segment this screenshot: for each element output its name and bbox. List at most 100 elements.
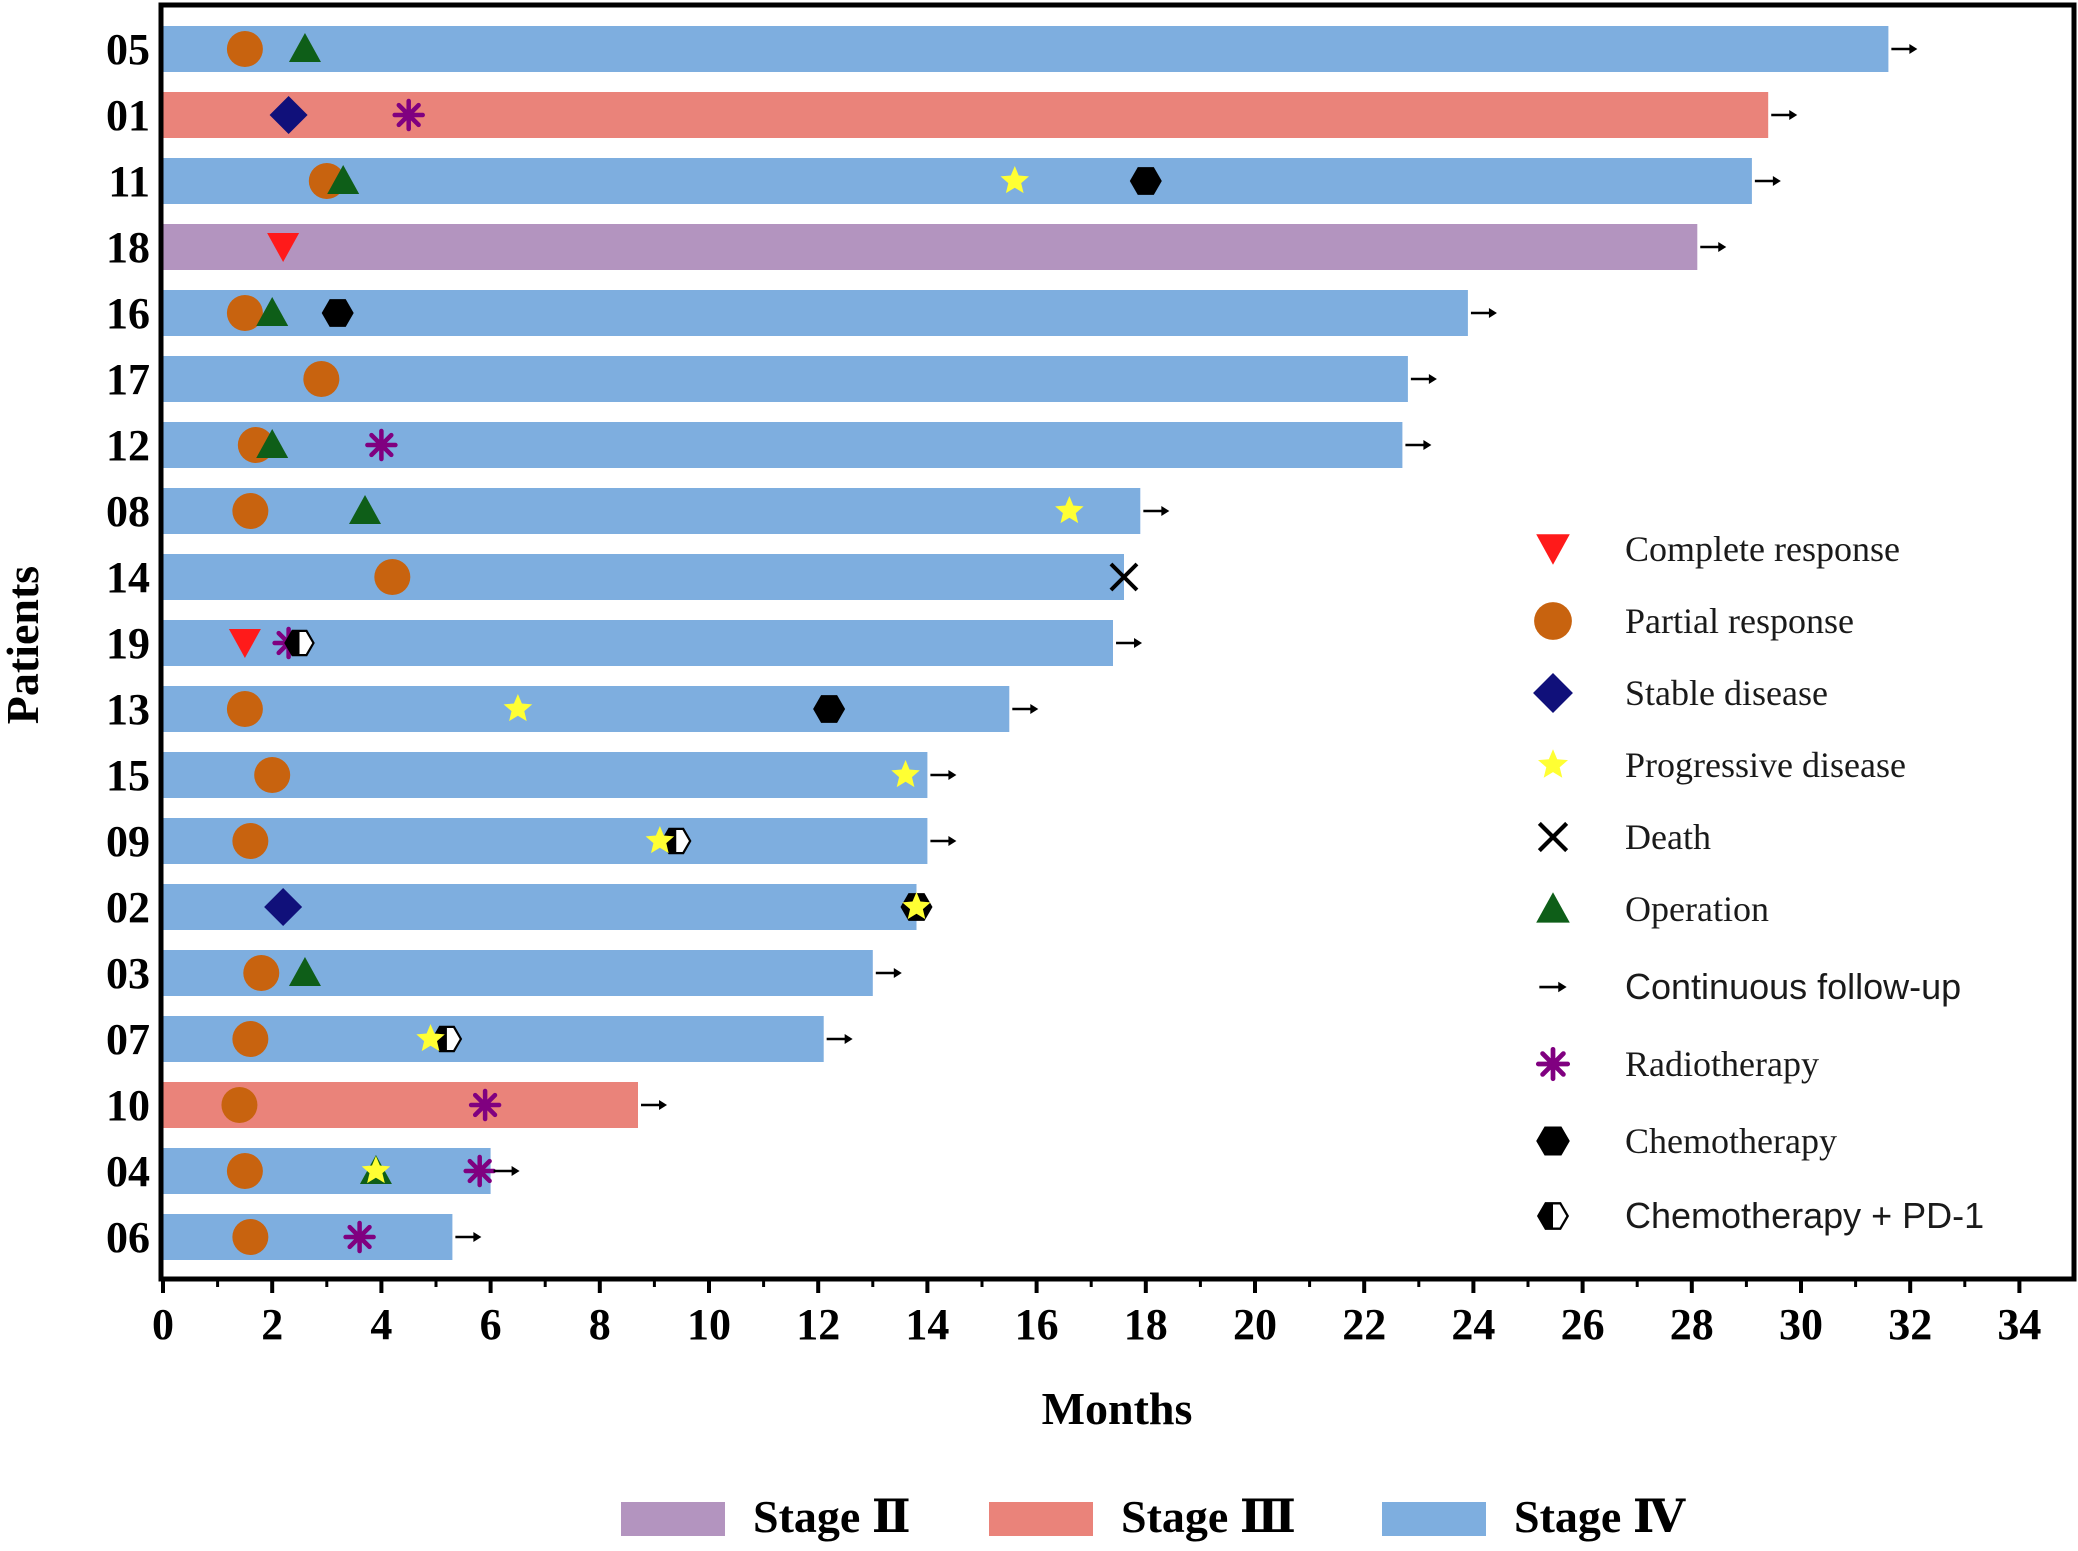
asterisk-core bbox=[474, 1166, 485, 1176]
marker-progressive-disease-patient-02 bbox=[902, 892, 931, 920]
triangle-up-shape bbox=[288, 33, 321, 62]
star-shape bbox=[503, 694, 533, 722]
marker-radiotherapy-patient-10 bbox=[468, 1088, 502, 1122]
arrow-head bbox=[473, 1232, 482, 1242]
arrow-follow-up-patient-11 bbox=[1754, 176, 1781, 186]
arrow-head bbox=[1718, 242, 1727, 252]
patient-bars bbox=[163, 26, 1889, 1260]
legend-symbol-chemotherapy bbox=[1536, 1126, 1570, 1156]
star-shape bbox=[361, 1156, 391, 1184]
circle-shape bbox=[374, 559, 411, 595]
stage-swatch bbox=[989, 1502, 1093, 1536]
asterisk-core bbox=[480, 1100, 491, 1110]
arrow-head bbox=[1134, 638, 1143, 648]
legend-label: Stable disease bbox=[1625, 673, 1828, 713]
legend-symbol-progressive-disease bbox=[1538, 749, 1568, 778]
legend-item-progressive-disease: Progressive disease bbox=[1538, 745, 1906, 785]
x-tick-label: 26 bbox=[1561, 1300, 1605, 1349]
legend-item-partial-response: Partial response bbox=[1534, 601, 1854, 641]
x-tick-label: 16 bbox=[1015, 1300, 1059, 1349]
legend-label: Progressive disease bbox=[1625, 745, 1906, 785]
cross-shape bbox=[1109, 562, 1139, 592]
circle-shape bbox=[232, 1219, 269, 1255]
marker-progressive-disease-patient-04 bbox=[361, 1156, 391, 1184]
arrow-head bbox=[1161, 506, 1170, 516]
arrow-follow-up-patient-08 bbox=[1143, 506, 1170, 516]
bar-patient-16 bbox=[163, 290, 1468, 336]
legend-item-chemotherapy: Chemotherapy bbox=[1536, 1121, 1837, 1161]
marker-partial-response-patient-16 bbox=[226, 295, 263, 331]
arrow-follow-up-patient-07 bbox=[826, 1034, 853, 1044]
x-tick-label: 6 bbox=[480, 1300, 502, 1349]
marker-operation-patient-16 bbox=[256, 297, 289, 326]
x-tick-label: 34 bbox=[1997, 1300, 2041, 1349]
bar-patient-07 bbox=[163, 1016, 824, 1062]
arrow-follow-up-patient-15 bbox=[930, 770, 957, 780]
arrow-follow-up-patient-18 bbox=[1700, 242, 1727, 252]
marker-progressive-disease-patient-11 bbox=[1000, 166, 1029, 194]
marker-partial-response-patient-08 bbox=[232, 493, 269, 529]
marker-stable-disease-patient-01 bbox=[269, 96, 308, 134]
x-tick-label: 24 bbox=[1451, 1300, 1495, 1349]
legend-symbol-partial-response bbox=[1534, 602, 1572, 640]
stage-legend-item-3: Stage Ⅲ bbox=[989, 1491, 1296, 1542]
circle-shape bbox=[232, 1021, 269, 1057]
event-legend: Complete response Partial response Stable … bbox=[1533, 529, 1984, 1236]
legend-label: Complete response bbox=[1625, 529, 1900, 569]
marker-partial-response-patient-03 bbox=[243, 955, 280, 991]
bar-patient-04 bbox=[163, 1148, 491, 1194]
x-axis: 0 2 4 6 8 10 12 14 16 18 20 22 24 26 28 30 32 34 bbox=[152, 1279, 2041, 1349]
legend-label: Partial response bbox=[1625, 601, 1854, 641]
circle-shape bbox=[1534, 602, 1572, 640]
arrow-follow-up-patient-10 bbox=[641, 1100, 668, 1110]
y-tick-label: 09 bbox=[106, 817, 150, 866]
bar-patient-15 bbox=[163, 752, 928, 798]
y-tick-label: 04 bbox=[106, 1147, 150, 1196]
y-axis-title: Patients bbox=[0, 566, 48, 724]
marker-operation-patient-05 bbox=[288, 33, 321, 62]
marker-partial-response-patient-09 bbox=[232, 823, 269, 859]
marker-operation-patient-08 bbox=[349, 495, 382, 524]
x-tick-label: 20 bbox=[1233, 1300, 1277, 1349]
diamond-shape bbox=[264, 888, 303, 926]
bar-patient-09 bbox=[163, 818, 928, 864]
bar-patient-14 bbox=[163, 554, 1124, 600]
arrow-head bbox=[893, 968, 902, 978]
star-shape bbox=[416, 1024, 445, 1052]
marker-partial-response-patient-15 bbox=[254, 757, 291, 793]
marker-partial-response-patient-13 bbox=[226, 691, 263, 727]
circle-shape bbox=[221, 1087, 258, 1123]
bar-patient-12 bbox=[163, 422, 1403, 468]
marker-radiotherapy-patient-12 bbox=[365, 428, 398, 462]
stage-swatch bbox=[621, 1502, 725, 1536]
legend-item-radiotherapy: Radiotherapy bbox=[1535, 1044, 1819, 1084]
marker-death-patient-14 bbox=[1109, 562, 1139, 592]
legend-label: Chemotherapy bbox=[1625, 1121, 1837, 1161]
circle-shape bbox=[226, 31, 263, 67]
star-shape bbox=[1000, 166, 1029, 194]
y-axis: 05 01 11 18 16 17 12 08 14 19 13 15 09 02 03 07 10 04 06 bbox=[106, 25, 150, 1262]
arrow-follow-up-patient-04 bbox=[493, 1166, 520, 1176]
legend-symbol-complete-response bbox=[1536, 534, 1570, 565]
star-shape bbox=[902, 892, 931, 920]
triangle-down-shape bbox=[228, 629, 261, 658]
hexagon-shape bbox=[813, 695, 846, 723]
stage-legend: Stage Ⅱ Stage Ⅲ Stage Ⅳ bbox=[621, 1491, 1686, 1542]
y-tick-label: 19 bbox=[106, 619, 150, 668]
legend-item-operation: Operation bbox=[1536, 889, 1769, 929]
star-shape bbox=[1055, 496, 1084, 524]
asterisk-core bbox=[354, 1232, 365, 1242]
circle-shape bbox=[226, 295, 263, 331]
marker-progressive-disease-patient-09 bbox=[645, 826, 675, 854]
arrow-follow-up-patient-16 bbox=[1470, 308, 1497, 318]
x-tick-label: 0 bbox=[152, 1300, 174, 1349]
y-tick-label: 17 bbox=[106, 355, 150, 404]
marker-partial-response-patient-10 bbox=[221, 1087, 258, 1123]
y-tick-label: 13 bbox=[106, 685, 150, 734]
bar-patient-03 bbox=[163, 950, 873, 996]
marker-progressive-disease-patient-13 bbox=[503, 694, 533, 722]
bar-patient-18 bbox=[163, 224, 1698, 270]
marker-chemotherapy-patient-16 bbox=[321, 299, 354, 327]
triangle-up-shape bbox=[349, 495, 382, 524]
marker-complete-response-patient-18 bbox=[267, 233, 300, 262]
